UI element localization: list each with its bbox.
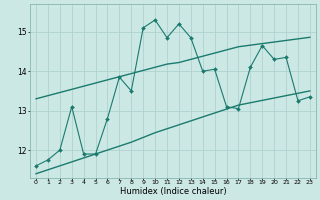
X-axis label: Humidex (Indice chaleur): Humidex (Indice chaleur): [120, 187, 226, 196]
